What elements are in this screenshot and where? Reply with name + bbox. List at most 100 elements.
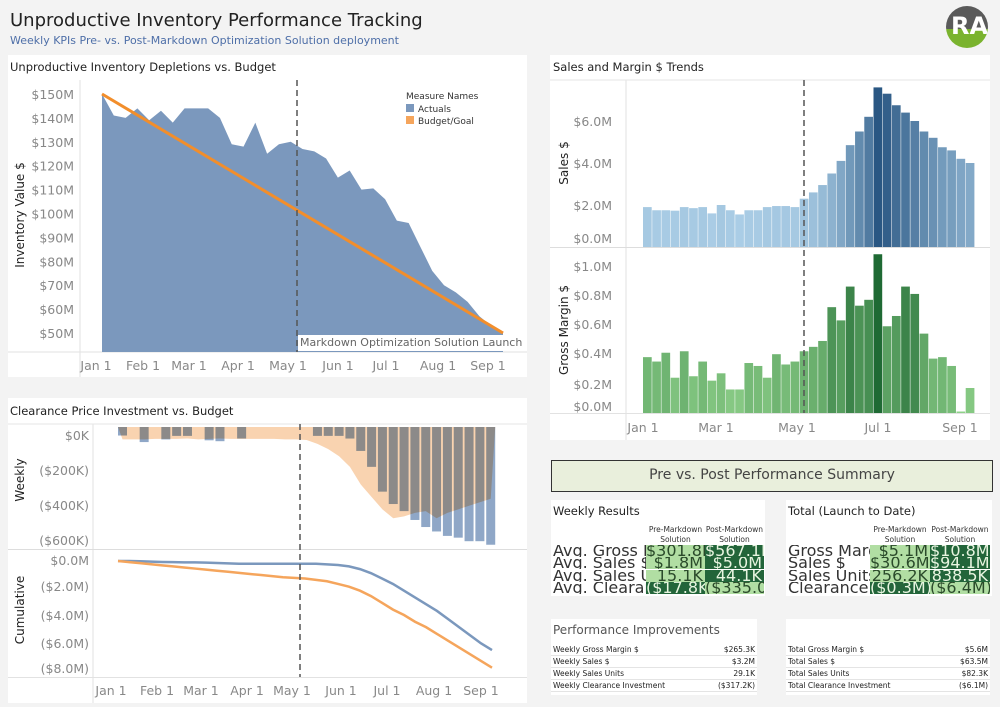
y-tick-label: $6.0M xyxy=(573,114,612,129)
y-axis-title: Weekly xyxy=(13,458,27,501)
gross-margin-bar xyxy=(919,333,929,413)
y-tick-label: ($6.0M) xyxy=(41,636,89,651)
y-tick-label: $0K xyxy=(65,428,90,443)
x-tick-label: Jan 1 xyxy=(79,358,111,373)
gross-margin-bar xyxy=(679,351,689,413)
gross-margin-bar xyxy=(864,299,873,413)
clearance-actual-bar xyxy=(464,427,474,542)
legend-label: Actuals xyxy=(418,104,451,115)
post-value: $5.0M xyxy=(705,557,764,570)
x-tick-label: Jan 1 xyxy=(94,683,126,698)
x-tick-label: Apr 1 xyxy=(230,683,264,698)
gross-margin-bar xyxy=(689,376,698,413)
x-tick-label: Feb 1 xyxy=(126,358,160,373)
gross-margin-bar xyxy=(845,286,855,413)
y-axis-title: Inventory Value $ xyxy=(13,162,27,268)
y-tick-label: $60M xyxy=(39,302,74,317)
x-tick-label: May 1 xyxy=(778,420,816,435)
y-tick-label: $50M xyxy=(39,326,74,341)
legend: Measure Names Actuals Budget/Goal xyxy=(406,91,478,129)
clearance-actual-bar xyxy=(237,427,247,439)
x-tick-label: May 1 xyxy=(273,683,311,698)
x-tick-label: Jun 1 xyxy=(321,358,353,373)
sales-bar xyxy=(716,205,726,247)
gross-margin-bar xyxy=(716,373,726,413)
x-tick-label: Aug 1 xyxy=(420,358,456,373)
dashboard-subtitle: Weekly KPIs Pre- vs. Post-Markdown Optim… xyxy=(10,34,399,47)
table-row: Gross Margin $$5.1M$10.8M xyxy=(786,545,990,557)
y-tick-label: ($400K) xyxy=(39,498,89,513)
clearance-actual-bar xyxy=(204,427,214,441)
row-label: Clearance Investment xyxy=(788,581,870,594)
pre-value: 256.2K xyxy=(870,569,930,582)
sales-bar xyxy=(928,137,938,247)
y-tick-label: $2.0M xyxy=(573,198,612,213)
gross-margin-bar xyxy=(670,377,680,413)
clearance-actual-bar xyxy=(421,427,431,528)
sales-bar xyxy=(956,158,966,247)
inventory-chart-title: Unproductive Inventory Depletions vs. Bu… xyxy=(10,60,276,74)
y-tick-label: $70M xyxy=(39,278,74,293)
improvements-panel xyxy=(551,619,757,695)
y-tick-label: $0.0M xyxy=(50,553,89,568)
actuals-cumulative-line xyxy=(118,559,493,652)
table-row: Total Sales Units $82.3K xyxy=(786,668,990,680)
improvement-value: $5.6M xyxy=(964,645,988,654)
x-tick-label: Aug 1 xyxy=(416,683,452,698)
clearance-actual-bar xyxy=(118,427,127,436)
sales-bar xyxy=(661,210,671,247)
improvement-label: Weekly Sales Units xyxy=(553,669,624,678)
gross-margin-bar xyxy=(652,361,661,413)
sales-bar xyxy=(818,185,827,247)
inventory-chart: $150M $140M $130M $120M $110M $100M $90M $80M $7… xyxy=(8,80,527,377)
gross-margin-bar xyxy=(928,358,938,413)
table-row: Clearance Investment($0.3M)($6.4M) xyxy=(786,581,990,594)
gross-margin-bar xyxy=(947,365,956,413)
sales-bar xyxy=(753,210,763,247)
sales-bar xyxy=(938,147,947,247)
sales-bar xyxy=(735,214,744,247)
y-tick-label: $0.6M xyxy=(573,317,612,332)
sales-bar xyxy=(901,112,910,247)
sales-bar xyxy=(808,192,818,247)
gross-margin-bar xyxy=(790,361,800,413)
y-tick-label: ($8.0M) xyxy=(41,661,89,676)
y-tick-label: ($200K) xyxy=(39,463,89,478)
gross-margin-bar xyxy=(956,411,966,413)
sales-bar xyxy=(947,150,956,247)
table-row: Weekly Clearance Investment ($317.2K) xyxy=(551,680,757,692)
table-row: Avg. Clearance Investment($17.8K)($335.0… xyxy=(551,581,764,594)
table-row: Avg. Sales $ $1.8M $5.0M xyxy=(551,557,764,570)
clearance-actual-bar xyxy=(410,427,420,520)
x-tick-label: Jul 1 xyxy=(371,358,399,373)
improvement-value: $265.3K xyxy=(723,645,755,654)
y-tick-label: $100M xyxy=(31,207,74,222)
gross-margin-bar xyxy=(855,305,864,413)
y-tick-label: $1.0M xyxy=(573,259,612,274)
gross-margin-bar xyxy=(818,340,827,413)
table-row: Total Gross Margin $ $5.6M xyxy=(786,644,990,656)
y-tick-label: $120M xyxy=(31,159,74,174)
improvement-label: Weekly Sales $ xyxy=(553,657,610,666)
gross-margin-bar xyxy=(827,307,837,413)
y-tick-label: $0.4M xyxy=(573,346,612,361)
sales-bar xyxy=(762,207,772,247)
y-axis-title: Sales $ xyxy=(557,141,571,184)
pre-value: 15.1K xyxy=(646,569,705,582)
legend-item-budget[interactable]: Budget/Goal xyxy=(406,116,478,129)
improvements-total-panel xyxy=(786,619,990,695)
y-axis-title: Gross Margin $ xyxy=(557,285,571,375)
clearance-actual-bar xyxy=(367,427,377,467)
improvement-label: Total Clearance Investment xyxy=(788,681,891,690)
clearance-chart-title: Clearance Price Investment vs. Budget xyxy=(10,404,234,418)
x-tick-label: Feb 1 xyxy=(140,683,174,698)
y-tick-label: $90M xyxy=(39,230,74,245)
clearance-actual-bar xyxy=(182,427,192,436)
improvement-value: $3.2M xyxy=(731,657,755,666)
post-value: 838.5K xyxy=(930,569,990,582)
gross-margin-bar xyxy=(910,293,920,413)
legend-item-actuals[interactable]: Actuals xyxy=(406,103,478,117)
gross-margin-bar xyxy=(965,388,975,413)
y-tick-label: $0.0M xyxy=(573,399,612,414)
sales-chart-title: Sales and Margin $ Trends xyxy=(553,60,704,74)
